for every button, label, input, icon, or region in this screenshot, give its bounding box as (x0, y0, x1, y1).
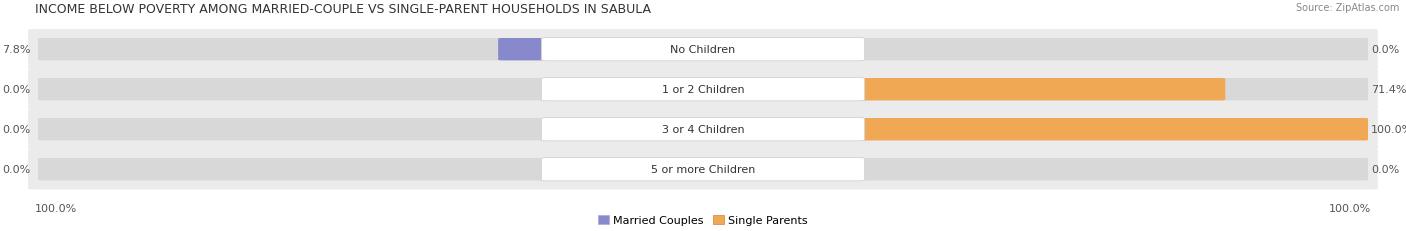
FancyBboxPatch shape (28, 70, 1378, 110)
FancyBboxPatch shape (541, 158, 865, 181)
Text: 0.0%: 0.0% (1371, 164, 1399, 174)
FancyBboxPatch shape (860, 119, 1368, 141)
FancyBboxPatch shape (38, 119, 546, 141)
FancyBboxPatch shape (860, 158, 1368, 181)
FancyBboxPatch shape (860, 39, 1368, 61)
Text: 100.0%: 100.0% (35, 203, 77, 213)
FancyBboxPatch shape (38, 158, 546, 181)
Text: 100.0%: 100.0% (1329, 203, 1371, 213)
FancyBboxPatch shape (28, 30, 1378, 70)
Text: Source: ZipAtlas.com: Source: ZipAtlas.com (1295, 3, 1399, 13)
FancyBboxPatch shape (860, 119, 1368, 141)
Text: 0.0%: 0.0% (1371, 45, 1399, 55)
FancyBboxPatch shape (498, 39, 546, 61)
Legend: Married Couples, Single Parents: Married Couples, Single Parents (598, 215, 808, 225)
FancyBboxPatch shape (541, 38, 865, 61)
FancyBboxPatch shape (860, 79, 1225, 101)
FancyBboxPatch shape (860, 79, 1368, 101)
Text: 3 or 4 Children: 3 or 4 Children (662, 125, 744, 135)
FancyBboxPatch shape (541, 78, 865, 101)
FancyBboxPatch shape (28, 149, 1378, 190)
Text: 0.0%: 0.0% (3, 125, 31, 135)
Text: 5 or more Children: 5 or more Children (651, 164, 755, 174)
Text: 7.8%: 7.8% (3, 45, 31, 55)
Text: No Children: No Children (671, 45, 735, 55)
FancyBboxPatch shape (38, 39, 546, 61)
Text: 71.4%: 71.4% (1371, 85, 1406, 95)
FancyBboxPatch shape (541, 118, 865, 141)
Text: 0.0%: 0.0% (3, 164, 31, 174)
FancyBboxPatch shape (28, 109, 1378, 150)
Text: 100.0%: 100.0% (1371, 125, 1406, 135)
Text: INCOME BELOW POVERTY AMONG MARRIED-COUPLE VS SINGLE-PARENT HOUSEHOLDS IN SABULA: INCOME BELOW POVERTY AMONG MARRIED-COUPL… (35, 3, 651, 16)
FancyBboxPatch shape (38, 79, 546, 101)
Text: 0.0%: 0.0% (3, 85, 31, 95)
Text: 1 or 2 Children: 1 or 2 Children (662, 85, 744, 95)
